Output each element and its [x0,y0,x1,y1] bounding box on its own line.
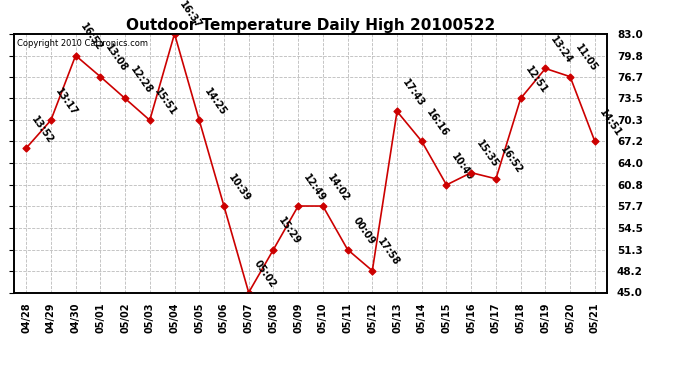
Point [243,290,254,296]
Text: 16:52: 16:52 [79,22,104,53]
Text: 13:17: 13:17 [54,86,79,117]
Point [293,203,304,209]
Point [169,31,180,37]
Point [466,170,477,176]
Text: 13:24: 13:24 [548,34,574,66]
Point [391,108,402,114]
Point [119,96,130,102]
Point [540,66,551,72]
Point [144,117,155,123]
Point [441,182,452,188]
Text: 10:40: 10:40 [449,151,475,182]
Text: 12:49: 12:49 [301,172,327,203]
Text: 14:02: 14:02 [326,172,352,203]
Point [589,138,600,144]
Text: 17:58: 17:58 [375,237,401,268]
Point [70,53,81,58]
Text: 16:52: 16:52 [499,145,524,176]
Text: 15:35: 15:35 [474,139,500,170]
Text: 15:29: 15:29 [276,216,302,247]
Point [367,268,378,274]
Text: 14:25: 14:25 [202,86,228,117]
Text: 13:08: 13:08 [103,43,129,74]
Text: 05:02: 05:02 [251,259,277,290]
Text: 16:37: 16:37 [177,0,204,31]
Point [515,96,526,102]
Text: 11:05: 11:05 [573,43,599,74]
Text: 00:09: 00:09 [351,216,376,247]
Text: 15:51: 15:51 [152,86,179,117]
Text: 17:43: 17:43 [400,78,426,109]
Text: 14:51: 14:51 [598,107,624,138]
Title: Outdoor Temperature Daily High 20100522: Outdoor Temperature Daily High 20100522 [126,18,495,33]
Point [194,117,205,123]
Point [95,74,106,80]
Text: 13:52: 13:52 [29,114,55,146]
Text: 12:51: 12:51 [524,64,549,96]
Point [564,74,575,80]
Point [342,247,353,253]
Point [416,138,427,144]
Point [491,176,502,182]
Text: Copyright 2010 Cartronics.com: Copyright 2010 Cartronics.com [17,39,148,48]
Point [219,203,230,209]
Point [268,247,279,253]
Text: 12:28: 12:28 [128,64,154,96]
Text: 16:16: 16:16 [424,107,451,138]
Point [317,203,328,209]
Text: 10:39: 10:39 [227,172,253,203]
Point [46,117,57,123]
Point [21,145,32,151]
